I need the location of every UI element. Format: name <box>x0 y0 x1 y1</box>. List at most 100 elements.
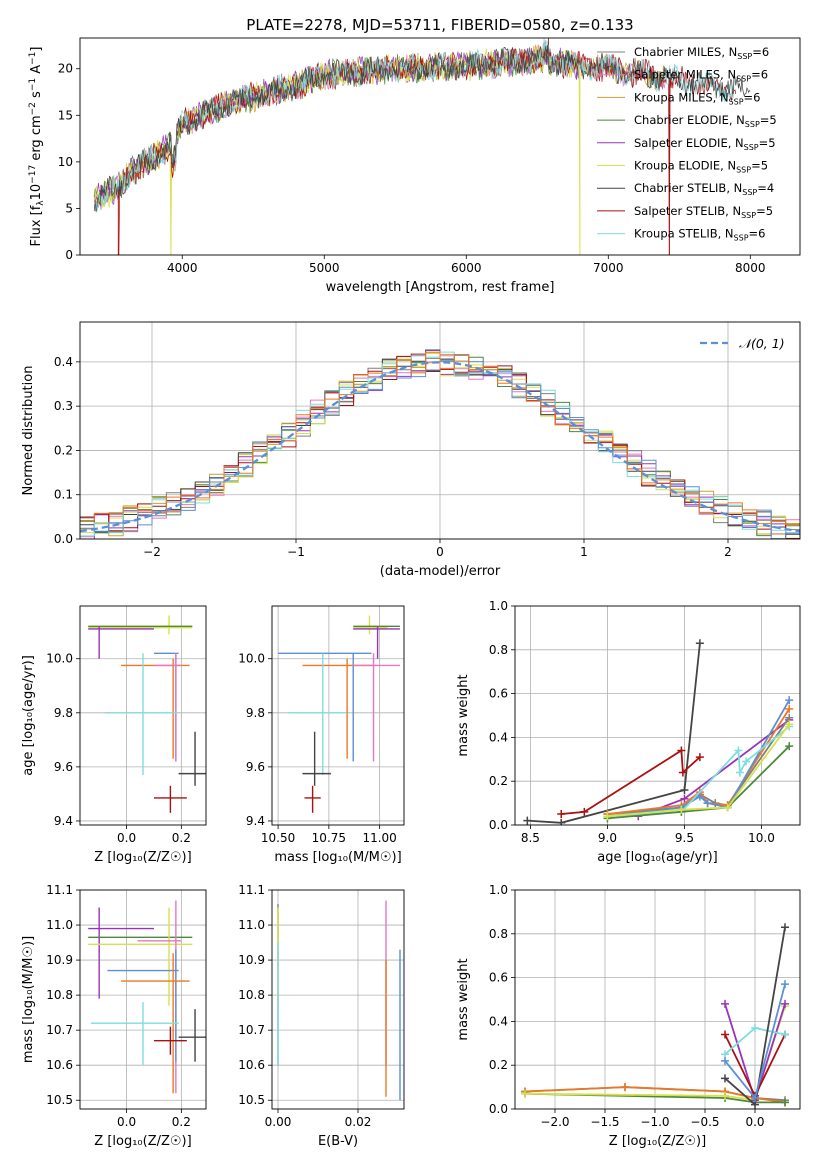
errorbar-salpeter-stelib <box>304 785 321 813</box>
series-point <box>742 757 751 766</box>
y-tick-label: 10.8 <box>238 988 265 1002</box>
panel-mass-Z: 0.0 0.2 10.5 10.6 10.7 10.8 10.9 11.0 11.1 Z [log… <box>21 883 207 1149</box>
axes-frame <box>271 889 405 1110</box>
errorbar-orange <box>121 658 190 759</box>
errorbar-chabrier-stelib <box>302 731 331 786</box>
y-tick-label: 1.0 <box>489 883 508 897</box>
errorbar-salpeter-miles <box>153 653 182 762</box>
y-tick-label: 0.4 <box>489 1014 508 1028</box>
plot-area <box>80 322 800 539</box>
errorbar-chabrier-stelib <box>178 1009 206 1062</box>
legend-label-main: Salpeter STELIB, N <box>634 204 741 218</box>
series-point <box>557 818 566 825</box>
legend-label-sub: SSP <box>734 234 749 243</box>
series-point <box>680 794 689 803</box>
y-tick-label: 11.0 <box>46 918 73 932</box>
series-point <box>723 803 732 812</box>
x-tick-label: 9.5 <box>675 831 694 845</box>
errorbar-salpeter-miles <box>137 900 182 1094</box>
series-point <box>781 923 789 932</box>
series-line <box>607 699 790 818</box>
legend-label: Chabrier STELIB, NSSP=4 <box>634 181 774 197</box>
legend-label-count: =6 <box>752 45 769 59</box>
y-axis-label: Flux [fλ10−17 erg cm−2 s−1 A−1] <box>28 47 46 247</box>
axes-frame <box>79 605 207 826</box>
x-tick-label: −1.0 <box>640 1115 669 1129</box>
series-point <box>703 799 712 808</box>
series-point <box>557 810 566 819</box>
errorbar-salpeter-miles <box>353 653 400 762</box>
y-tick-label: 10.5 <box>46 1093 73 1107</box>
x-tick-label: 0.2 <box>172 1115 191 1129</box>
series-point <box>721 1030 729 1039</box>
legend-label-count: =6 <box>744 90 761 104</box>
x-tick-label: 0.02 <box>345 1115 372 1129</box>
errorbar-salpeter-stelib <box>153 785 187 813</box>
series-point <box>734 746 743 755</box>
series-point <box>695 792 704 801</box>
errorbar-blue <box>107 949 179 1062</box>
series-point <box>523 816 532 825</box>
ticks: 0.0 0.2 9.4 9.6 9.8 10.0 <box>46 652 191 845</box>
histogram-step-orange <box>80 351 800 525</box>
series-point <box>621 1083 629 1092</box>
x-tick-label: −2.0 <box>540 1115 569 1129</box>
y-label-part: −17 <box>28 165 38 184</box>
x-tick-label: 4000 <box>167 261 198 275</box>
series-chabrier-stelib <box>523 639 704 825</box>
errorbar-blue <box>153 652 179 762</box>
series-line <box>607 745 790 820</box>
x-tick-label: 9.0 <box>598 831 617 845</box>
legend-label-count: =4 <box>757 181 774 195</box>
series-blue <box>721 980 789 1103</box>
ticks: −2.0 −1.5 −1.0 −0.5 0.0 0.0 0.2 0.4 0.6 0.8 1.0 <box>489 883 765 1129</box>
errorbar-orange <box>302 658 376 759</box>
x-tick-label: 6000 <box>451 261 482 275</box>
axes-frame <box>514 605 801 826</box>
x-tick-label: −1.5 <box>590 1115 619 1129</box>
legend-label: Kroupa STELIB, NSSP=6 <box>634 227 765 243</box>
y-label-part: −2 <box>28 102 38 115</box>
y-tick-label: 10.8 <box>46 988 73 1002</box>
y-label-part: erg cm <box>29 115 44 164</box>
ticks: 10.50 10.75 11.00 9.4 9.6 9.8 10.0 <box>238 652 397 845</box>
series-point <box>785 742 794 751</box>
y-tick-label: 9.8 <box>246 706 265 720</box>
x-tick-label: 10.50 <box>261 831 295 845</box>
ticks: 8.5 9.0 9.5 10.0 0.0 0.2 0.4 0.6 0.8 1.0 <box>489 599 775 845</box>
legend-label-main: Kroupa MILES, N <box>634 90 729 104</box>
y-tick-label: 0.0 <box>489 1102 508 1116</box>
series-line <box>607 717 790 815</box>
y-tick-label: 10.6 <box>46 1058 73 1072</box>
x-axis-label: Z [log₁₀(Z/Z☉)] <box>94 1134 191 1149</box>
series-point <box>521 1089 529 1098</box>
series-point <box>677 805 686 814</box>
x-axis-label: E(B-V) <box>318 1134 358 1149</box>
legend-label-count: =5 <box>760 113 777 127</box>
errorbar-kroupa-stelib <box>104 653 179 775</box>
legend-label-count: =5 <box>759 136 776 150</box>
x-tick-label: 8.5 <box>521 831 540 845</box>
y-tick-label: 20 <box>58 62 73 76</box>
x-tick-label: −0.5 <box>690 1115 719 1129</box>
y-tick-label: 0.2 <box>54 443 73 457</box>
legend-label-main: Kroupa STELIB, N <box>634 227 734 241</box>
series-orange <box>603 704 794 819</box>
series-point <box>721 1091 729 1100</box>
y-tick-label: 10.9 <box>46 953 73 967</box>
plot-area <box>515 890 800 1109</box>
ticks: 0.0 0.2 10.5 10.6 10.7 10.8 10.9 11.0 11.1 <box>46 883 191 1129</box>
y-tick-label: 1.0 <box>489 599 508 613</box>
plot-area <box>515 606 800 825</box>
y-tick-label: 10.7 <box>238 1023 265 1037</box>
y-axis-label: mass [log₁₀(M/M☉)] <box>21 936 36 1063</box>
legend-label: Chabrier ELODIE, NSSP=5 <box>634 113 777 129</box>
plot-area <box>272 890 404 1109</box>
legend-label: Kroupa MILES, NSSP=6 <box>634 90 760 106</box>
x-tick-label: 0.0 <box>745 1115 764 1129</box>
y-tick-label: 10.6 <box>238 1058 265 1072</box>
errorbar-salpeter-elodie <box>88 907 154 999</box>
y-tick-label: 0.6 <box>489 687 508 701</box>
legend-label: Salpeter STELIB, NSSP=5 <box>634 204 773 220</box>
